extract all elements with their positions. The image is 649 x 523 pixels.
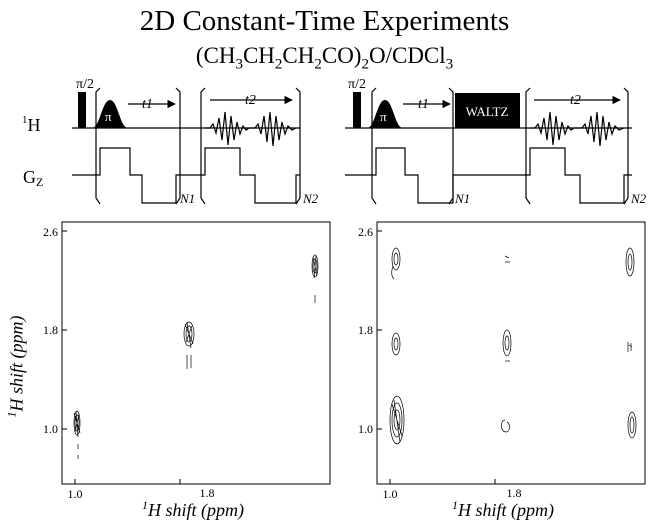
- spectrum-right: 2.6 1.8 1.0 1.0 1.8: [358, 221, 646, 501]
- peak-right-1-8-1-8: [502, 329, 512, 362]
- t2-label-right: t2: [570, 93, 581, 108]
- x-tick-left-1-0: 1.0: [68, 487, 83, 501]
- pulse-180-label: π: [105, 109, 112, 124]
- peak-right-2-6-1-8: [627, 342, 633, 352]
- peak-right-1-0-1-8: [391, 332, 401, 356]
- pulse-180-shape-right: [367, 100, 403, 128]
- peak-left-1-8: [183, 321, 195, 369]
- t1-label-right: t1: [418, 97, 429, 112]
- loop2-bracket-right: [295, 87, 301, 205]
- pulse-90-right: [353, 92, 361, 128]
- spectrum-right-frame: [376, 221, 646, 485]
- waltz-block: [455, 93, 520, 128]
- pulse-sequence-right: π/2 π t1 WALTZ N1 N2 t2: [345, 77, 647, 206]
- loop2-bracket-right-seq-right: [623, 87, 629, 205]
- loop1-bracket-right-seq-right: [448, 87, 454, 205]
- x-axis-label-left: 1H shift (ppm): [142, 498, 244, 520]
- loop1-bracket-right-seq-left: [371, 87, 377, 205]
- y-tick-right-1-8: 1.8: [358, 323, 373, 337]
- figure-subtitle: (CH3CH2CH2CO)2O/CDCl3: [195, 43, 454, 73]
- waltz-label: WALTZ: [466, 104, 509, 119]
- pulse-180-label-right: π: [380, 109, 387, 124]
- loop2-label-right: N2: [630, 191, 647, 206]
- spectrum-left-frame: [61, 221, 331, 485]
- y-tick-right-1-0: 1.0: [358, 422, 373, 436]
- y-axis-label-left: 1H shift (ppm): [4, 315, 27, 418]
- t1-label: t1: [142, 97, 153, 112]
- peak-right-1-0-1-0: [389, 395, 405, 445]
- spectrum-left: 2.6 1.8 1.0 1.0 1.8: [43, 221, 331, 501]
- channel-h-label: 1H: [22, 114, 41, 135]
- loop1-bracket-right: [175, 87, 181, 205]
- pulse-90-label-right: π/2: [348, 77, 366, 92]
- loop1-label-right: N1: [454, 191, 470, 206]
- pulse-90-label: π/2: [76, 77, 94, 92]
- peak-left-2-6: [311, 254, 319, 303]
- channel-gz-label: GZ: [23, 167, 43, 189]
- pulse-90: [78, 92, 86, 128]
- channel-h-sup: 1: [22, 114, 28, 126]
- y-tick-left-1-0: 1.0: [43, 422, 58, 436]
- loop2-bracket-right-seq-left: [525, 87, 531, 205]
- gradient-waveform-right: [345, 147, 632, 204]
- pulse-180-shape: [92, 100, 128, 128]
- y-tick-left-2-6: 2.6: [43, 225, 58, 239]
- t2-label: t2: [245, 93, 256, 108]
- peak-right-2-6-2-6: [625, 247, 635, 277]
- loop1-bracket: [95, 87, 101, 205]
- loop1-label: N1: [179, 191, 195, 206]
- x-axis-label-right: 1H shift (ppm): [452, 498, 554, 520]
- peak-right-2-6-1-0: [627, 411, 637, 439]
- fid-signal: [205, 111, 297, 147]
- peak-right-1-0-2-6: [391, 247, 401, 280]
- loop2-bracket-left: [200, 87, 206, 205]
- loop2-label: N2: [302, 191, 319, 206]
- x-tick-left-1-8: 1.8: [200, 486, 215, 500]
- x-tick-right-1-8: 1.8: [507, 486, 522, 500]
- pulse-sequence-left: 1H GZ π/2 π t1 N1 N2 t2: [22, 77, 319, 206]
- fid-signal-right: [530, 111, 625, 147]
- peak-right-1-8-1-0: [501, 419, 510, 433]
- y-tick-right-2-6: 2.6: [358, 225, 373, 239]
- gradient-waveform: [72, 147, 300, 204]
- peak-right-1-8-2-6: [504, 255, 510, 263]
- y-tick-left-1-8: 1.8: [43, 323, 58, 337]
- figure-title: 2D Constant-Time Experiments: [139, 5, 510, 37]
- peak-left-1-0: [73, 410, 81, 459]
- x-tick-right-1-0: 1.0: [383, 487, 398, 501]
